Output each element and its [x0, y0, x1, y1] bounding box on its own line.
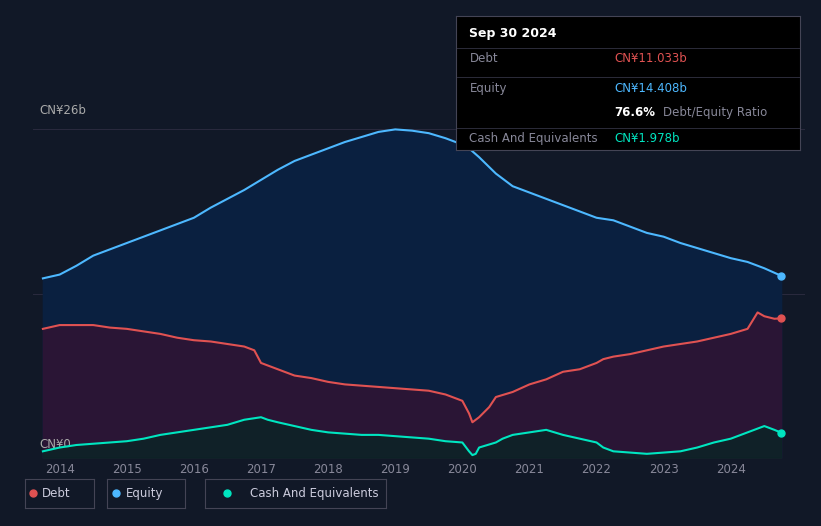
Text: CN¥14.408b: CN¥14.408b [614, 82, 687, 95]
Text: Equity: Equity [126, 487, 163, 500]
Text: CN¥1.978b: CN¥1.978b [614, 133, 680, 146]
Text: CN¥11.033b: CN¥11.033b [614, 52, 687, 65]
Text: 76.6%: 76.6% [614, 106, 655, 119]
Text: Sep 30 2024: Sep 30 2024 [470, 26, 557, 39]
Text: Debt/Equity Ratio: Debt/Equity Ratio [663, 106, 767, 119]
Text: Equity: Equity [470, 82, 507, 95]
Text: Cash And Equivalents: Cash And Equivalents [250, 487, 379, 500]
Text: Debt: Debt [42, 487, 71, 500]
Text: Cash And Equivalents: Cash And Equivalents [470, 133, 598, 146]
Text: CN¥26b: CN¥26b [39, 104, 86, 117]
Text: Debt: Debt [470, 52, 498, 65]
Text: CN¥0: CN¥0 [39, 438, 71, 451]
